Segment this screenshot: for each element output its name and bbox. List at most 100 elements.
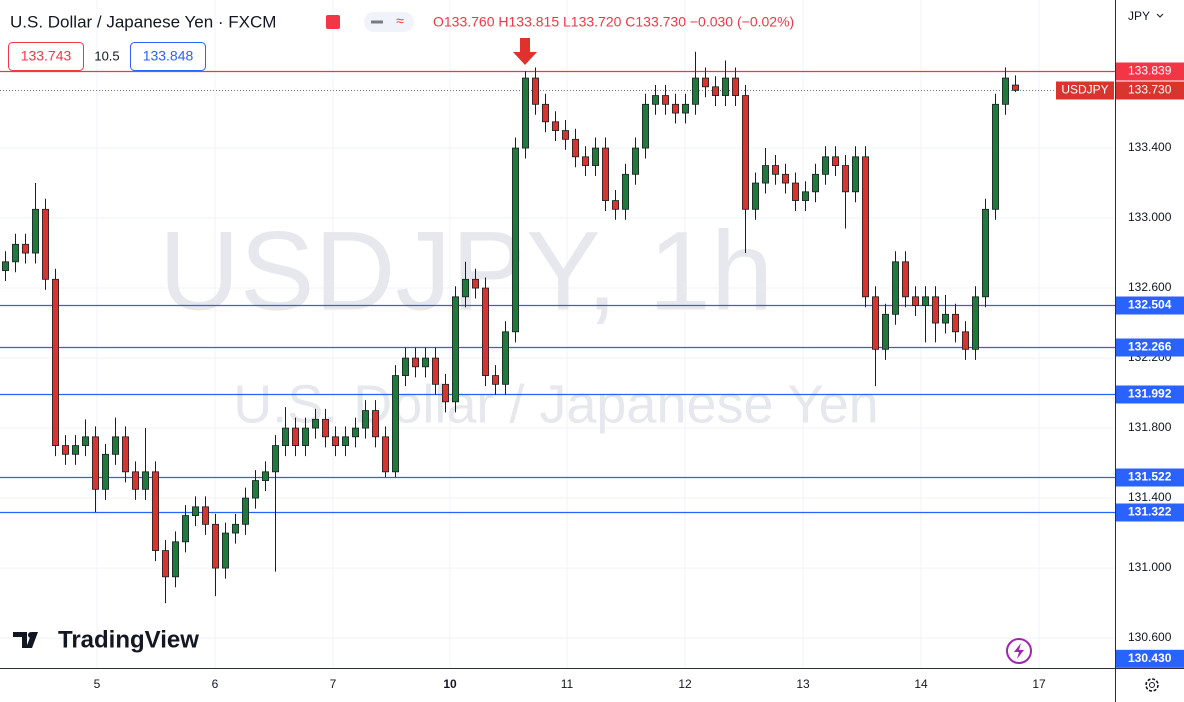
market-icon	[326, 15, 340, 29]
y-tick-label: 130.600	[1128, 630, 1172, 644]
candle-body	[592, 147, 600, 166]
candle-body	[892, 261, 900, 315]
candle-body	[832, 156, 840, 166]
level-label: 131.522	[1128, 470, 1172, 484]
candle-body	[501, 331, 509, 385]
candle-body	[682, 103, 690, 114]
candle-body	[1012, 84, 1020, 91]
candle-body	[1002, 77, 1010, 105]
candle-body	[952, 313, 960, 333]
axis-labels: 130.600131.000131.400131.800132.200132.6…	[94, 62, 1184, 691]
dropdown-icon	[1156, 13, 1164, 18]
level-label: 132.266	[1128, 340, 1172, 354]
candle-body	[461, 278, 469, 298]
candle-body	[552, 121, 560, 131]
level-label-box	[1116, 338, 1184, 357]
resistance-label: 133.839	[1128, 64, 1172, 78]
candle-body	[662, 95, 670, 105]
candle-body	[291, 427, 299, 446]
spread: 10.5	[94, 48, 119, 63]
candle-body	[782, 173, 790, 184]
candle-body	[221, 532, 229, 569]
last-price-label-box	[1116, 81, 1184, 100]
level-label-box	[1116, 468, 1184, 487]
level-label: 131.992	[1128, 387, 1172, 401]
candle-body	[82, 436, 90, 446]
y-tick-label: 132.600	[1128, 280, 1172, 294]
candle-body	[311, 418, 319, 429]
candle-body	[982, 208, 990, 298]
candle-body	[602, 147, 610, 201]
settings-icon	[1149, 682, 1155, 688]
x-tick-label: 13	[796, 677, 810, 691]
candle-body	[471, 278, 479, 289]
candle-body	[802, 191, 810, 201]
candle-body	[712, 86, 720, 96]
candle-body	[752, 182, 760, 210]
candle-body	[732, 77, 740, 96]
candle-body	[411, 357, 419, 368]
candle-body	[112, 436, 120, 455]
candle-body	[822, 156, 830, 175]
candle-body	[11, 243, 19, 263]
settings-icon[interactable]	[1145, 678, 1159, 692]
candle-body	[241, 497, 249, 525]
candle-body	[972, 296, 980, 350]
pill-icon: ≈	[396, 13, 404, 29]
candle-body	[371, 410, 379, 438]
candle-body	[441, 383, 449, 403]
candle-body	[141, 471, 149, 490]
candle-body	[321, 418, 329, 438]
brand-logo	[13, 632, 38, 648]
candle-body	[702, 77, 710, 88]
x-tick-label: 17	[1032, 677, 1046, 691]
candle-body	[92, 436, 100, 490]
y-tick-label: 133.400	[1128, 140, 1172, 154]
brand: TradingView	[58, 626, 199, 653]
candle-body	[381, 436, 389, 473]
currency[interactable]: JPY	[1128, 9, 1150, 23]
candle-body	[401, 357, 409, 376]
candle-body	[62, 445, 70, 455]
grid	[0, 0, 1115, 668]
candle-body	[52, 278, 60, 446]
level-label-box	[1116, 385, 1184, 404]
candle-body	[522, 77, 530, 149]
candle-body	[42, 208, 50, 280]
candle-body	[191, 506, 199, 516]
candle-body	[642, 103, 650, 149]
candle-body	[151, 471, 159, 551]
x-tick-label: 11	[561, 677, 574, 691]
candle-body	[572, 138, 580, 158]
candle-body	[131, 471, 139, 490]
candle-body	[862, 156, 870, 298]
bolt-icon	[1014, 643, 1024, 659]
candle-body	[882, 313, 890, 350]
candle-body	[942, 313, 950, 324]
candle-body	[912, 296, 920, 306]
level-label-box	[1116, 296, 1184, 315]
x-tick-label: 12	[678, 677, 692, 691]
candles	[2, 51, 1020, 604]
candle-body	[932, 296, 940, 324]
y-tick-label: 131.400	[1128, 490, 1172, 504]
last-price-label: 133.730	[1128, 83, 1172, 97]
time-axis-bg	[0, 668, 1184, 702]
brand-logo	[28, 632, 34, 638]
symbol-tag: USDJPY	[1061, 83, 1108, 97]
candle-body	[201, 506, 209, 525]
bid-button[interactable]	[8, 42, 84, 71]
candle-body	[2, 261, 9, 271]
symbol-title: U.S. Dollar / Japanese Yen · FXCM	[10, 12, 276, 31]
candle-body	[211, 523, 219, 569]
indicator-pill[interactable]	[364, 12, 414, 32]
candle-body	[431, 357, 439, 385]
level-label-box	[1116, 503, 1184, 522]
candle-body	[992, 103, 1000, 210]
candle-body	[692, 77, 700, 105]
watermark-subtitle: U.S. Dollar / Japanese Yen	[233, 374, 878, 434]
candle-body	[171, 541, 179, 578]
level-label: 132.504	[1128, 298, 1172, 312]
ask-button[interactable]	[130, 42, 206, 71]
candle-body	[102, 453, 110, 490]
